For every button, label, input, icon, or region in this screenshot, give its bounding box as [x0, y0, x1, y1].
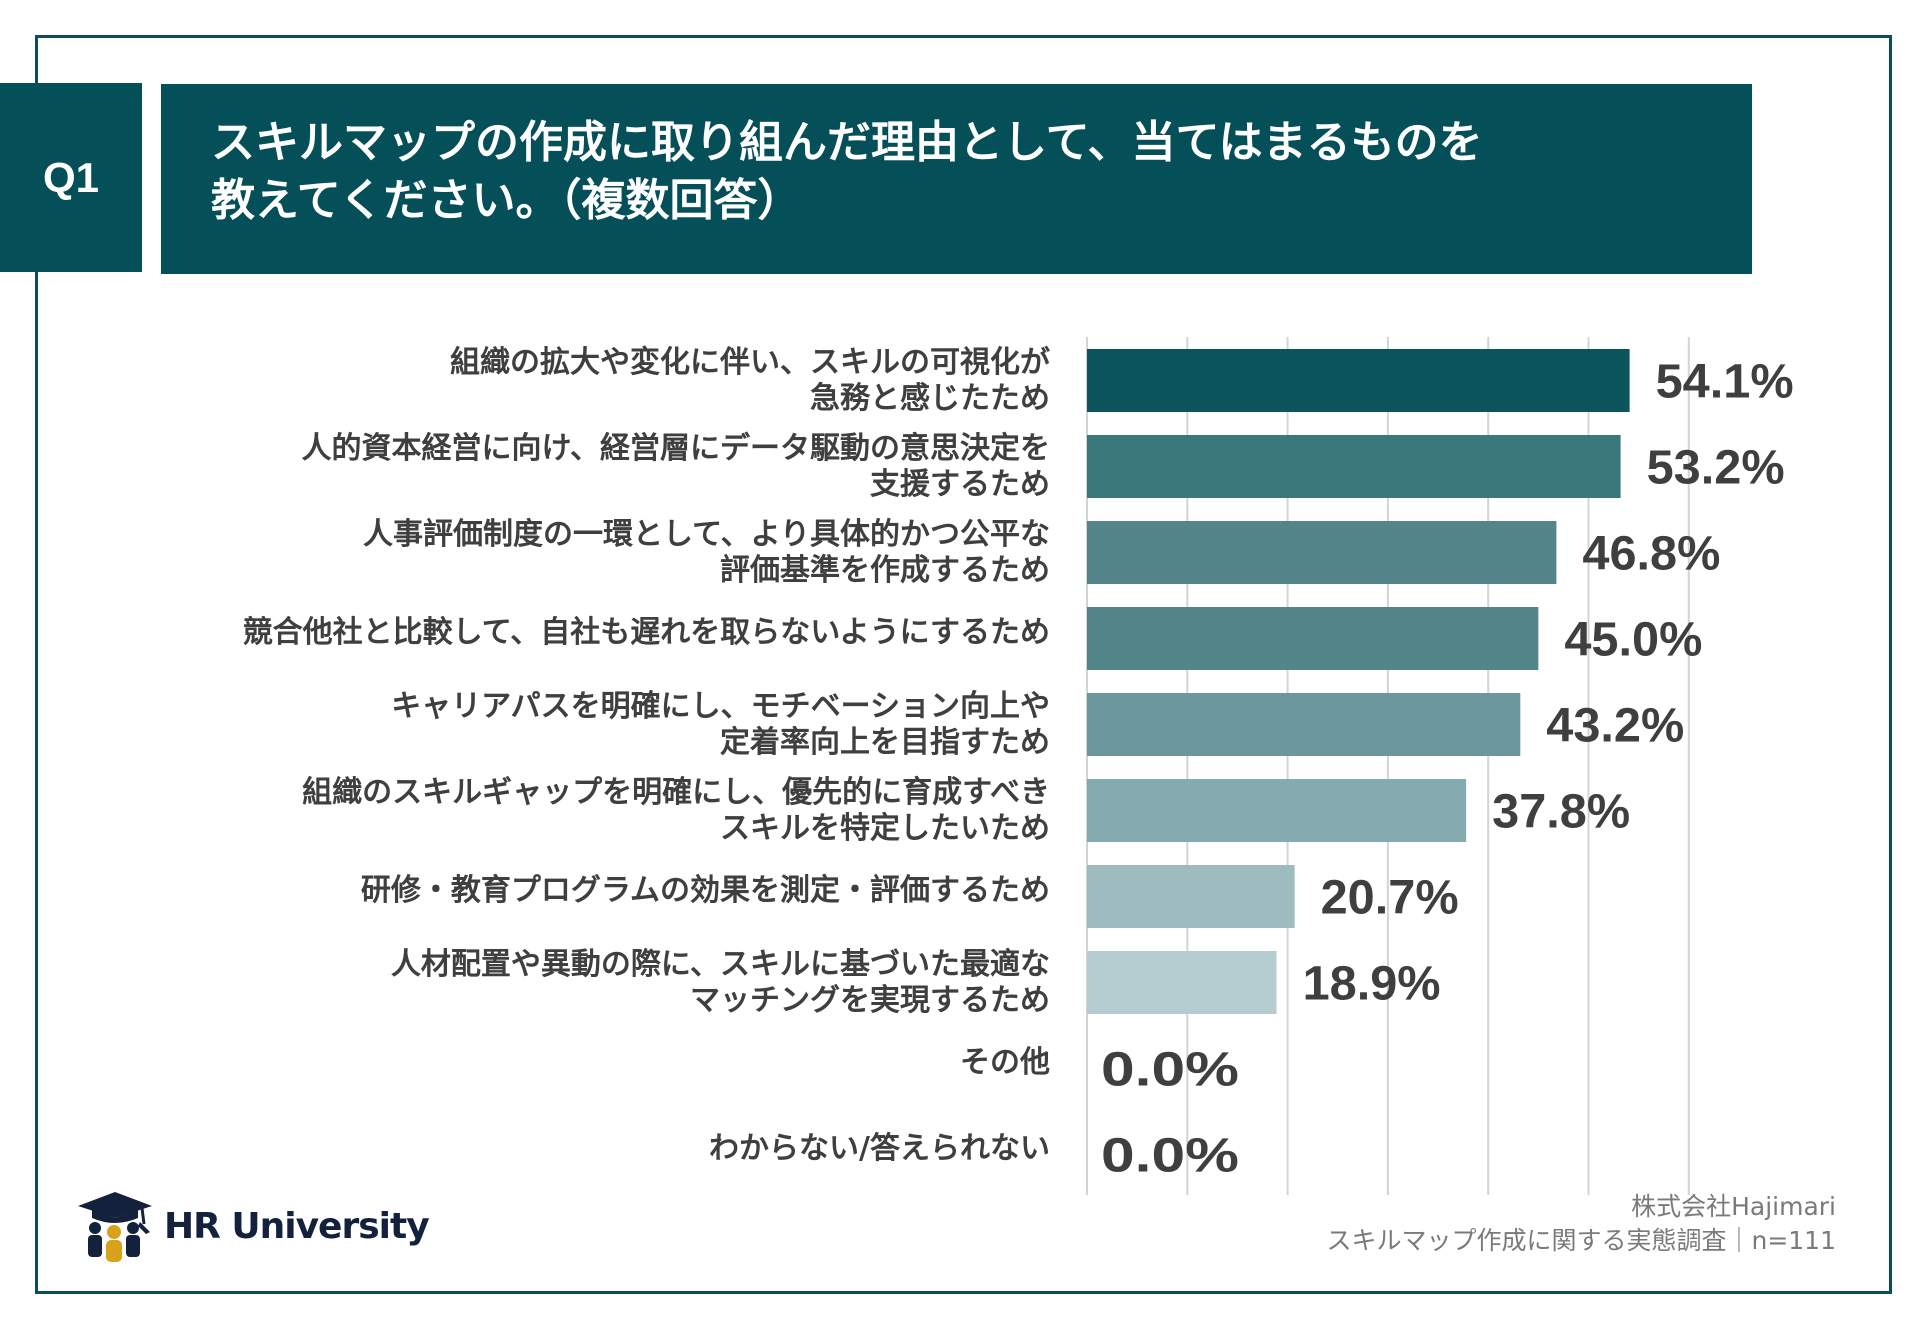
category-label-line: スキルを特定したいため: [720, 810, 1050, 846]
bar-2: [1087, 521, 1557, 584]
value-label-2: 46.8%: [1582, 528, 1720, 581]
category-label-line: 組織の拡大や変化に伴い、スキルの可視化が: [450, 344, 1050, 380]
category-label-6: 研修・教育プログラムの効果を測定・評価するため: [70, 873, 1050, 909]
value-label-0: 54.1%: [1656, 356, 1794, 409]
value-label-1: 53.2%: [1647, 442, 1785, 495]
bar-0: [1087, 349, 1630, 412]
category-label-0: 組織の拡大や変化に伴い、スキルの可視化が 急務と感じたため: [70, 345, 1050, 417]
category-label-3: 競合他社と比較して、自社も遅れを取らないようにするため: [70, 615, 1050, 651]
value-label-7: 18.9%: [1303, 958, 1441, 1011]
category-label-1: 人的資本経営に向け、経営層にデータ駆動の意思決定を 支援するため: [70, 430, 1051, 503]
value-label-5: 37.8%: [1492, 786, 1630, 839]
bar-1: [1087, 435, 1621, 498]
category-label-9: わからない/答えられない: [70, 1131, 1050, 1167]
category-label-line: 競合他社と比較して、自社も遅れを取らないようにするため: [242, 614, 1050, 650]
category-label-line: 人的資本経営に向け、経営層にデータ駆動の意思決定を: [301, 430, 1051, 466]
category-label-line: 組織のスキルギャップを明確にし、優先的に育成すべき: [302, 774, 1050, 810]
category-label-line: 急務と感じたため: [810, 380, 1050, 416]
question-number-badge: Q1: [0, 83, 142, 272]
value-label-8: 0.0%: [1101, 1044, 1239, 1097]
graduation-cap-people-icon: [78, 1192, 152, 1262]
category-label-line: 研修・教育プログラムの効果を測定・評価するため: [360, 872, 1050, 908]
bar-3: [1087, 607, 1539, 670]
category-label-8: その他: [70, 1045, 1050, 1081]
category-label-line: 人材配置や異動の際に、スキルに基づいた最適な: [390, 946, 1050, 982]
question-number: Q1: [42, 153, 100, 201]
value-label-9: 0.0%: [1101, 1130, 1239, 1183]
source-footer: 株式会社Hajimari スキルマップ作成に関する実態調査｜n=111: [1326, 1190, 1836, 1258]
hr-university-logo: HR University: [76, 1190, 430, 1262]
category-label-line: その他: [960, 1044, 1050, 1080]
bar-4: [1087, 693, 1521, 756]
category-label-line: 人事評価制度の一環として、より具体的かつ公平な: [363, 516, 1050, 552]
category-label-line: わからない/答えられない: [709, 1130, 1050, 1166]
bar-6: [1087, 865, 1295, 928]
value-labels: 54.1% 53.2% 46.8% 45.0% 43.2% 37.8% 20.7% 18.9%…: [1101, 356, 1794, 1183]
question-title-line-2: 教えてください。（複数回答）: [211, 175, 802, 226]
footer-company: 株式会社Hajimari: [1631, 1192, 1836, 1221]
value-label-3: 45.0%: [1564, 614, 1702, 667]
value-label-6: 20.7%: [1321, 872, 1459, 925]
question-title-box: スキルマップの作成に取り組んだ理由として、当てはまるものを 教えてください。（複…: [161, 84, 1752, 274]
category-label-line: マッチングを実現するため: [690, 982, 1050, 1018]
category-label-2: 人事評価制度の一環として、より具体的かつ公平な 評価基準を作成するため: [70, 517, 1050, 589]
value-label-4: 43.2%: [1546, 700, 1684, 753]
footer-survey: スキルマップ作成に関する実態調査｜n=111: [1326, 1226, 1836, 1255]
slide-frame: [35, 35, 1892, 1294]
bar-7: [1087, 951, 1277, 1014]
category-label-line: 定着率向上を目指すため: [720, 724, 1050, 760]
logo-text: HR University: [164, 1205, 430, 1247]
bars: [1087, 349, 1630, 1014]
category-label-line: キャリアパスを明確にし、モチベーション向上や: [391, 688, 1050, 724]
category-label-7: 人材配置や異動の際に、スキルに基づいた最適な マッチングを実現するため: [70, 947, 1050, 1019]
category-label-line: 支援するため: [870, 466, 1050, 502]
category-label-4: キャリアパスを明確にし、モチベーション向上や 定着率向上を目指すため: [70, 689, 1050, 761]
category-label-line: 評価基準を作成するため: [720, 552, 1050, 588]
category-label-5: 組織のスキルギャップを明確にし、優先的に育成すべき スキルを特定したいため: [70, 775, 1050, 847]
question-title-line-1: スキルマップの作成に取り組んだ理由として、当てはまるものを: [211, 117, 1483, 168]
bar-5: [1087, 779, 1467, 842]
